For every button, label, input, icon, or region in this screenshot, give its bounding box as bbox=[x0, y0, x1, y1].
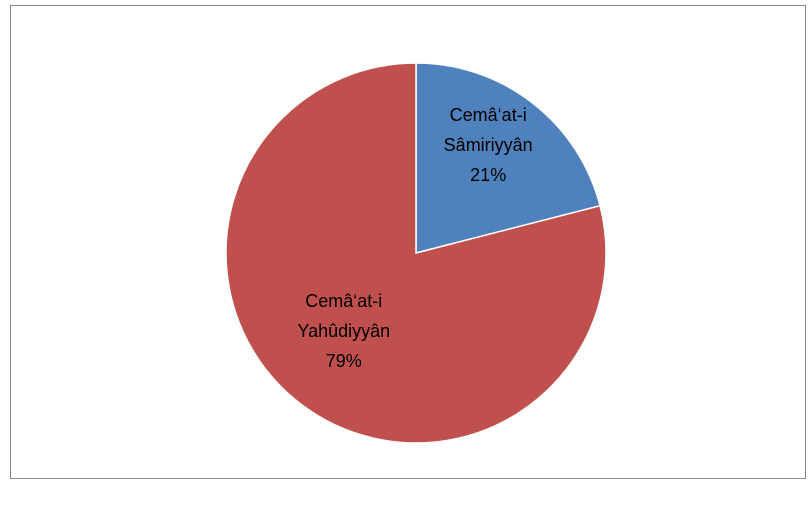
slice-label: Cemâ‘at-i Sâmiriyyân bbox=[443, 104, 533, 155]
slice-value-label: 21% bbox=[470, 164, 507, 185]
pie-slice bbox=[225, 62, 607, 444]
slice-value-label: 79% bbox=[325, 351, 362, 372]
slice-label: Cemâ‘at-i Yahûdiyyân bbox=[297, 291, 391, 342]
pie-slice bbox=[415, 62, 601, 254]
chart-frame bbox=[10, 5, 806, 479]
